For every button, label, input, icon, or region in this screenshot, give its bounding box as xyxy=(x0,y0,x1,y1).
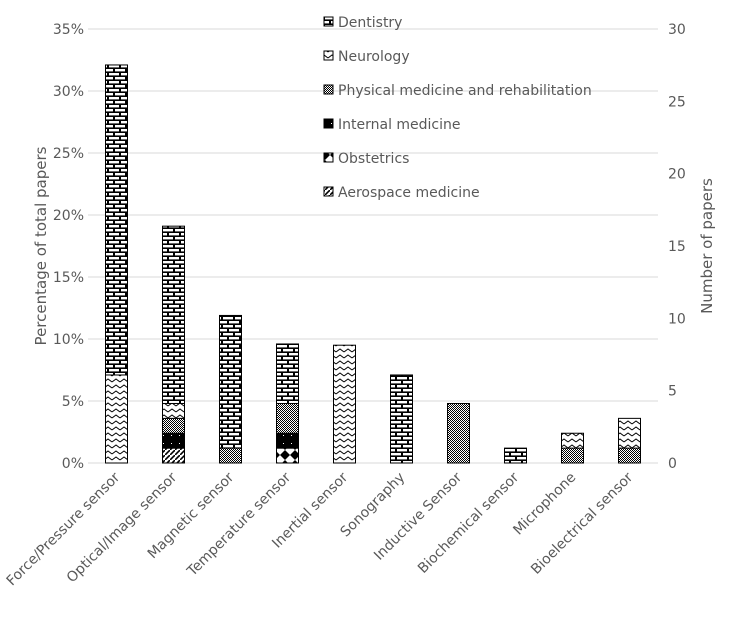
y2-tick-label: 20 xyxy=(668,167,686,183)
legend-swatch xyxy=(323,118,334,129)
bar-segment-solid xyxy=(162,432,185,449)
y2-tick-label: 30 xyxy=(668,22,686,38)
y-tick-label: 5% xyxy=(62,394,84,410)
bar-segment-zigzag xyxy=(333,344,356,464)
bar-segment-checker xyxy=(447,402,470,464)
y2-axis-title: Number of papers xyxy=(698,178,716,314)
legend-label: Internal medicine xyxy=(338,117,461,133)
legend-swatch xyxy=(323,16,334,27)
legend-swatch xyxy=(323,50,334,61)
bar-segment-zigzag xyxy=(561,432,584,449)
x-tick-label: Biochemical sensor xyxy=(415,469,522,576)
y2-tick-label: 25 xyxy=(668,94,686,110)
legend-swatch xyxy=(323,152,334,163)
x-tick-label: Temperature sensor xyxy=(184,469,295,580)
bar-segment-zigzag xyxy=(105,374,128,464)
legend-label: Physical medicine and rehabilitation xyxy=(338,83,592,99)
bar-segment-checker xyxy=(219,447,242,464)
y-tick-label: 30% xyxy=(53,84,84,100)
legend-label: Obstetrics xyxy=(338,151,409,167)
bar-segment-brick xyxy=(390,374,413,464)
bar-segment-brick xyxy=(105,64,128,376)
bar-segment-zigzag xyxy=(618,417,641,449)
y-tick-label: 20% xyxy=(53,208,84,224)
y2-tick-label: 15 xyxy=(668,239,686,255)
bar-segment-checker xyxy=(561,447,584,464)
x-tick-label: Optical/Image sensor xyxy=(64,469,181,586)
y-tick-label: 25% xyxy=(53,146,84,162)
bar-segment-zigzag xyxy=(162,402,185,419)
legend-label: Dentistry xyxy=(338,15,402,31)
y2-tick-label: 10 xyxy=(668,311,686,327)
bar-segment-checker xyxy=(162,417,185,434)
y2-tick-label: 0 xyxy=(668,456,677,472)
bar-segment-brick xyxy=(219,314,242,449)
bar-segment-solid xyxy=(276,432,299,449)
y-tick-label: 15% xyxy=(53,270,84,286)
bar-segment-diamond xyxy=(276,447,299,464)
bar-segment-checker xyxy=(618,447,641,464)
legend-swatch xyxy=(323,186,334,197)
x-tick-label: Force/Pressure sensor xyxy=(4,469,124,589)
bar-segment-brick xyxy=(162,225,185,404)
y-axis-title: Percentage of total papers xyxy=(32,146,50,345)
y-tick-label: 0% xyxy=(62,456,84,472)
x-tick-label: Bioelectrical sensor xyxy=(528,469,636,577)
y-tick-label: 35% xyxy=(53,22,84,38)
y-tick-label: 10% xyxy=(53,332,84,348)
bar-segment-brick xyxy=(504,447,527,464)
legend-label: Aerospace medicine xyxy=(338,185,480,201)
bar-segment-brick xyxy=(276,343,299,404)
bar-segment-diagonal xyxy=(162,447,185,464)
legend-swatch xyxy=(323,84,334,95)
y2-tick-label: 5 xyxy=(668,384,677,400)
legend-label: Neurology xyxy=(338,49,410,65)
bar-segment-checker xyxy=(276,402,299,434)
